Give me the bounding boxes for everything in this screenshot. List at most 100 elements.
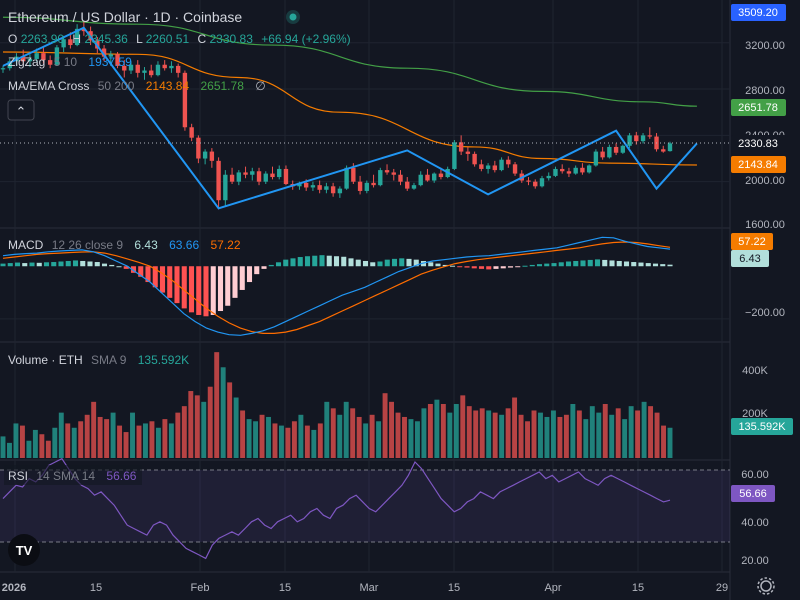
volume-bar bbox=[240, 410, 246, 458]
candle-body bbox=[344, 167, 349, 189]
candle-body bbox=[526, 180, 531, 182]
volume-bar bbox=[246, 419, 252, 458]
candle-body bbox=[384, 170, 390, 173]
zigzag-legend[interactable]: ZigZag 5 10 1937.59 bbox=[8, 55, 132, 69]
macd-histogram-bar bbox=[580, 260, 586, 267]
volume-bar bbox=[7, 442, 12, 458]
zigzag-params: 5 10 bbox=[54, 55, 78, 69]
volume-bar bbox=[622, 419, 628, 458]
macd-histogram-bar bbox=[435, 263, 441, 267]
candle-body bbox=[162, 64, 167, 69]
macd-histogram-bar bbox=[391, 258, 398, 267]
macd-pane bbox=[0, 236, 673, 336]
macd-histogram-bar bbox=[645, 263, 651, 267]
candle-body bbox=[155, 64, 161, 76]
volume-bar bbox=[453, 404, 459, 458]
volume-bar bbox=[19, 425, 25, 458]
candle-body bbox=[573, 167, 578, 174]
ma-legend[interactable]: MA/EMA Cross 50 200 2143.84 2651.78 ∅ bbox=[8, 79, 266, 93]
tradingview-logo-icon[interactable]: TV bbox=[8, 534, 40, 566]
logo-circle bbox=[8, 534, 40, 566]
macd-histogram-bar bbox=[362, 260, 369, 267]
candle-body bbox=[21, 56, 26, 62]
volume-bar bbox=[369, 414, 375, 458]
volume-bar bbox=[117, 425, 123, 458]
macd-histogram-bar bbox=[602, 259, 608, 267]
ohlc-l-label: L bbox=[136, 32, 143, 46]
candle-body bbox=[533, 181, 538, 187]
volume-value: 135.592K bbox=[138, 353, 189, 367]
volume-params: SMA 9 bbox=[91, 353, 127, 367]
rsi-legend[interactable]: RSI 14 SMA 14 56.66 bbox=[8, 469, 137, 483]
time-tick: 15 bbox=[90, 582, 102, 594]
volume-bar bbox=[447, 412, 453, 458]
volume-bar bbox=[181, 406, 187, 458]
volume-bar bbox=[661, 425, 666, 458]
price-tag-bg bbox=[731, 4, 786, 21]
volume-bar bbox=[486, 410, 492, 458]
macd-histogram-bar bbox=[333, 256, 340, 267]
volume-bar bbox=[97, 416, 103, 458]
volume-bar bbox=[615, 408, 621, 458]
zigzag-name: ZigZag bbox=[8, 55, 45, 69]
symbol-title[interactable]: Ethereum / US Dollar · 1D · Coinbase bbox=[8, 9, 242, 25]
logo-mark: TV bbox=[16, 543, 33, 558]
rsi-line bbox=[2, 457, 671, 560]
macd-legend[interactable]: MACD 12 26 close 9 6.43 63.66 57.22 bbox=[8, 238, 241, 252]
candle-body bbox=[41, 53, 46, 61]
volume-bar bbox=[32, 429, 38, 458]
candle-body bbox=[263, 173, 268, 182]
volume-bar bbox=[667, 427, 673, 458]
macd-histogram-bar bbox=[283, 259, 289, 267]
collapse-legend-button[interactable]: ⌃ bbox=[7, 99, 35, 121]
macd-histogram-bar bbox=[138, 266, 144, 277]
macd-histogram-bar bbox=[631, 262, 637, 267]
candle-body bbox=[189, 127, 194, 138]
candle-body bbox=[472, 153, 477, 165]
candle-body bbox=[101, 48, 107, 57]
volume-bar bbox=[324, 401, 330, 458]
candle-body bbox=[216, 160, 221, 201]
time-tick: Mar bbox=[360, 582, 379, 594]
macd-histogram-bar bbox=[623, 261, 630, 267]
candle-body bbox=[600, 151, 605, 158]
volume-bar bbox=[298, 414, 304, 458]
volume-bar bbox=[71, 427, 77, 458]
price-tick: 2000.00 bbox=[745, 175, 785, 187]
candle-body bbox=[560, 168, 565, 172]
macd-histogram-bar bbox=[22, 263, 28, 267]
ma200-line bbox=[2, 16, 697, 107]
macd-histogram-bar bbox=[65, 260, 71, 267]
macd-histogram-bar bbox=[457, 266, 463, 268]
macd-histogram-bar bbox=[109, 264, 115, 267]
macd-histogram-bar bbox=[116, 266, 122, 268]
macd-histogram-bar bbox=[558, 262, 564, 267]
volume-bar bbox=[65, 423, 71, 458]
candle-body bbox=[68, 39, 73, 46]
volume-bar bbox=[531, 410, 537, 458]
macd-histogram-bar bbox=[123, 266, 129, 269]
macd-histogram-bar bbox=[565, 261, 572, 267]
volume-legend[interactable]: Volume · ETH SMA 9 135.592K bbox=[8, 353, 189, 367]
macd-histogram-bar bbox=[304, 256, 311, 267]
macd-histogram-bar bbox=[130, 266, 137, 273]
macd-histogram-bar bbox=[290, 258, 296, 267]
volume-bar bbox=[317, 423, 323, 458]
ma50-path bbox=[2, 51, 697, 166]
macd-signal-path bbox=[2, 241, 671, 334]
volume-bar bbox=[220, 367, 226, 458]
chevron-up-icon: ⌃ bbox=[16, 104, 27, 119]
gear-icon[interactable] bbox=[757, 577, 775, 595]
volume-bar bbox=[356, 416, 362, 458]
volume-bar bbox=[499, 414, 505, 458]
hide-indicator-icon[interactable]: ∅ bbox=[255, 79, 265, 93]
macd-tag-hist: 6.43 bbox=[731, 250, 769, 267]
candle-body bbox=[425, 174, 430, 181]
macd-histogram-bar bbox=[196, 266, 202, 315]
price-tag-ma50: 2143.84 bbox=[731, 156, 786, 173]
volume-bar bbox=[304, 425, 310, 458]
candle-body bbox=[297, 182, 302, 187]
price-tick: 2800.00 bbox=[745, 85, 785, 97]
candle-body bbox=[371, 182, 376, 186]
